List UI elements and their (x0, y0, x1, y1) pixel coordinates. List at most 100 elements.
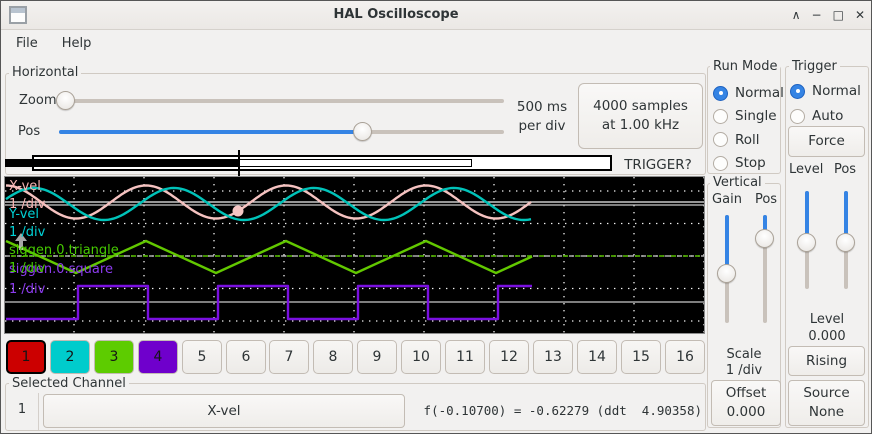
vertical-group-label: Vertical (710, 176, 765, 189)
channel-button-7[interactable]: 7 (269, 340, 309, 374)
scope-channel-label: X-vel (9, 179, 41, 194)
run-mode-group-label: Run Mode (710, 60, 781, 73)
timebase-readout: 500 ms per div (516, 99, 568, 134)
channel-button-13[interactable]: 13 (533, 340, 573, 374)
square-trace (6, 284, 532, 321)
view-window-bar (239, 159, 472, 167)
radio-icon[interactable] (790, 83, 805, 99)
trigger-pos-handle[interactable] (836, 233, 855, 253)
channel-button-16[interactable]: 16 (665, 340, 705, 374)
trigger-pos-slider[interactable] (836, 191, 855, 289)
channel-button-9[interactable]: 9 (357, 340, 397, 374)
channel-button-4[interactable]: 4 (138, 340, 178, 374)
y-vel-trace (5, 186, 532, 222)
pos-label: Pos (18, 124, 41, 139)
radio-label: Single (735, 108, 777, 124)
pos-slider-handle[interactable] (353, 122, 373, 141)
trigger-question-label: TRIGGER? (624, 157, 692, 173)
gain-slider-handle[interactable] (717, 264, 736, 284)
channel-button-15[interactable]: 15 (621, 340, 661, 374)
samples-button[interactable]: 4000 samples at 1.00 kHz (578, 83, 703, 149)
maximize-icon[interactable]: □ (832, 8, 844, 22)
selected-channel-divider (38, 393, 39, 430)
offset-button[interactable]: Offset 0.000 (711, 380, 781, 426)
vertical-pos-handle[interactable] (755, 229, 774, 249)
radio-icon[interactable] (713, 108, 728, 124)
run-mode-roll[interactable]: Roll (713, 131, 760, 148)
channel-button-1[interactable]: 1 (6, 340, 46, 374)
menu-file[interactable]: File (16, 36, 38, 51)
trigger-level-label: Level (789, 162, 824, 177)
pos-slider-fill (59, 129, 363, 134)
radio-label: Stop (735, 155, 766, 171)
trigger-level-slider[interactable] (797, 191, 816, 289)
trigger-level-readout-label: Level (809, 312, 845, 327)
trigger-mode-normal[interactable]: Normal (790, 83, 861, 100)
trigger-level-arrow-icon (15, 233, 27, 241)
zoom-slider-handle[interactable] (56, 91, 76, 110)
record-progress-bar (5, 159, 239, 167)
window-icon (9, 6, 27, 24)
gain-slider[interactable] (717, 215, 736, 323)
channel-button-12[interactable]: 12 (489, 340, 529, 374)
scope-channel-label: 1 /div (9, 197, 46, 212)
scope-channel-label: siggen.0.triangle (9, 243, 119, 258)
scope-display: X-vel 1 /div Y-vel 1 /div siggen.0.triangle s… (4, 176, 705, 334)
run-mode-normal[interactable]: Normal (713, 85, 784, 102)
trigger-point-marker (232, 205, 244, 217)
trigger-level-readout-value: 0.000 (808, 329, 846, 344)
selected-channel-group-label: Selected Channel (9, 377, 129, 390)
channel-button-10[interactable]: 10 (401, 340, 441, 374)
trigger-mode-auto[interactable]: Auto (790, 108, 843, 125)
scope-canvas (5, 177, 704, 333)
radio-label: Auto (812, 108, 844, 124)
channel-button-8[interactable]: 8 (313, 340, 353, 374)
radio-icon[interactable] (790, 108, 805, 124)
horizontal-group-label: Horizontal (9, 66, 82, 79)
scale-value: 1 /div (725, 363, 763, 378)
trigger-source-button[interactable]: Source None (788, 380, 865, 426)
gain-label: Gain (712, 192, 742, 207)
channel-button-2[interactable]: 2 (50, 340, 90, 374)
trigger-group-label: Trigger (789, 60, 840, 73)
channel-button-6[interactable]: 6 (226, 340, 266, 374)
zoom-label: Zoom (19, 93, 57, 108)
zoom-slider[interactable] (56, 91, 504, 110)
channel-value-readout: f(-0.10700) = -0.62279 (ddt 4.90358) (423, 403, 702, 418)
trigger-edge-button[interactable]: Rising (788, 346, 865, 376)
scope-channel-label: siggen.0.square (9, 262, 113, 277)
radio-label: Normal (735, 85, 784, 101)
scope-channel-label: 1 /div (9, 261, 46, 276)
vertical-pos-slider[interactable] (755, 215, 774, 323)
zoom-slider-track[interactable] (59, 98, 504, 103)
menu-help[interactable]: Help (61, 36, 92, 51)
radio-label: Normal (812, 83, 861, 99)
radio-icon[interactable] (713, 155, 728, 171)
channel-button-14[interactable]: 14 (577, 340, 617, 374)
run-mode-single[interactable]: Single (713, 108, 777, 125)
minimize-icon[interactable]: − (811, 8, 822, 22)
channel-source-button[interactable]: X-vel (43, 394, 405, 428)
title-bar: HAL Oscilloscope ∧ − □ ✕ (1, 1, 871, 30)
scope-channel-label: 1 /div (9, 225, 46, 240)
horizontal-pos-slider[interactable] (59, 122, 504, 141)
menu-bar: File Help (1, 30, 871, 57)
force-button[interactable]: Force (788, 126, 865, 157)
triangle-trace (5, 239, 533, 275)
vertical-pos-label: Pos (754, 192, 778, 207)
scope-channel-label: Y-vel (9, 207, 40, 222)
horizontal-group (5, 73, 706, 175)
radio-icon[interactable] (713, 85, 728, 101)
close-icon[interactable]: ✕ (854, 8, 865, 22)
radio-label: Roll (735, 131, 760, 148)
channel-button-5[interactable]: 5 (182, 340, 222, 374)
radio-icon[interactable] (713, 132, 728, 147)
channel-button-11[interactable]: 11 (445, 340, 485, 374)
shade-icon[interactable]: ∧ (791, 8, 801, 22)
trigger-level-handle[interactable] (797, 233, 816, 253)
run-mode-stop[interactable]: Stop (713, 155, 766, 172)
trigger-pos-label: Pos (833, 162, 857, 177)
channel-button-3[interactable]: 3 (94, 340, 134, 374)
scale-label: Scale (726, 347, 762, 362)
